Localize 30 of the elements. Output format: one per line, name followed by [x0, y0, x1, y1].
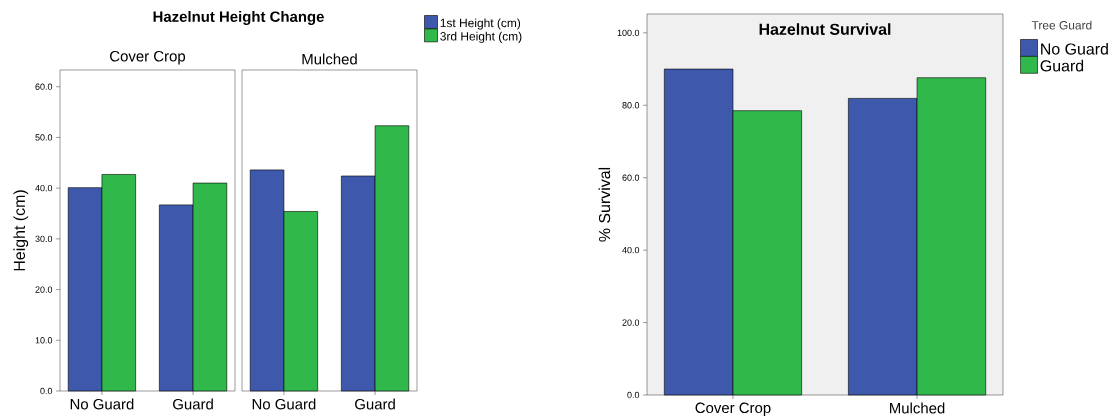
x-tick-label: Mulched [890, 402, 945, 414]
legend-label: 1st Height (cm) [440, 18, 521, 30]
x-tick-label: Guard [355, 398, 395, 410]
y-tick-label: 0.0 [40, 387, 53, 395]
y-tick-label: 0.0 [627, 391, 640, 399]
y-tick-label: 100.0 [617, 29, 640, 37]
y-tick-label: 80.0 [622, 102, 640, 109]
y-axis-title: Height (cm) [13, 190, 29, 271]
y-tick-label: 60.0 [35, 83, 53, 90]
x-tick-label: Guard [173, 398, 213, 410]
y-tick-label: 30.0 [35, 235, 53, 243]
legend-label: Guard [1040, 59, 1084, 72]
y-tick-label: 50.0 [35, 134, 53, 141]
y-tick-label: 20.0 [35, 286, 53, 293]
x-tick-label: Cover Crop [695, 402, 771, 417]
y-tick-label: 40.0 [35, 184, 53, 192]
y-axis-title: % Survival [598, 167, 611, 242]
chart-subtitle: Mulched [302, 53, 357, 65]
y-tick-label: 10.0 [35, 337, 53, 344]
y-tick-label: 60.0 [622, 174, 640, 181]
legend-title: Tree Guard [1031, 20, 1092, 30]
chart-subtitle: Cover Crop [110, 50, 186, 65]
y-tick-label: 40.0 [622, 246, 640, 254]
x-tick-label: No Guard [70, 398, 134, 410]
chart-title: Hazelnut Height Change [153, 10, 324, 25]
legend-label: No Guard [1041, 42, 1108, 55]
legend-label: 3rd Height (cm) [440, 31, 522, 43]
x-tick-label: No Guard [252, 398, 316, 410]
chart-title: Hazelnut Survival [759, 23, 891, 35]
y-tick-label: 20.0 [622, 319, 640, 326]
